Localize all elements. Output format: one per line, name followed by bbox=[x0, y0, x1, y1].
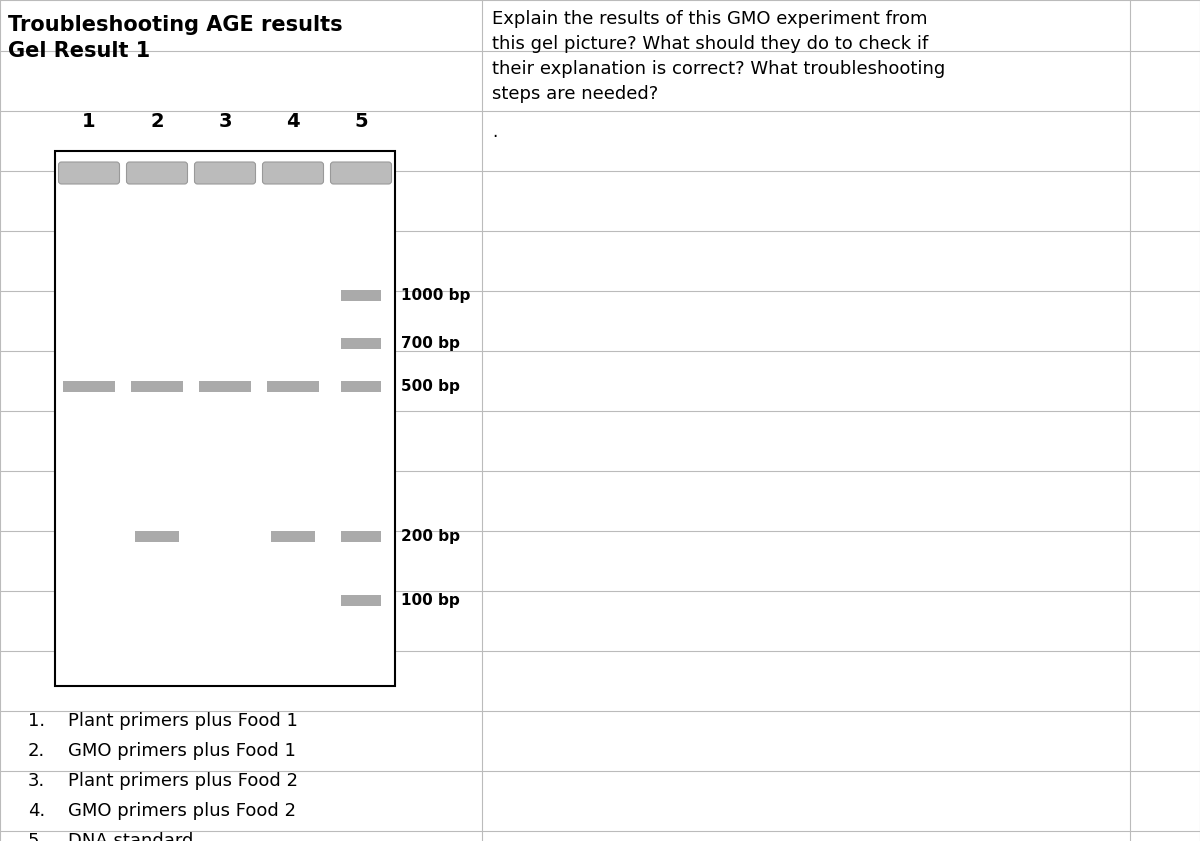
FancyBboxPatch shape bbox=[126, 162, 187, 184]
Text: GMO primers plus Food 1: GMO primers plus Food 1 bbox=[68, 742, 296, 760]
Text: 4: 4 bbox=[286, 112, 300, 130]
Bar bbox=[341, 531, 382, 542]
Bar bbox=[131, 381, 182, 392]
Text: 5: 5 bbox=[354, 112, 368, 130]
Text: 5.: 5. bbox=[28, 832, 46, 841]
Bar bbox=[341, 381, 382, 392]
Text: 3: 3 bbox=[218, 112, 232, 130]
FancyBboxPatch shape bbox=[59, 162, 120, 184]
Text: 700 bp: 700 bp bbox=[401, 336, 460, 351]
Text: 4.: 4. bbox=[28, 802, 46, 820]
Text: Plant primers plus Food 1: Plant primers plus Food 1 bbox=[68, 712, 298, 730]
Bar bbox=[341, 338, 382, 349]
Bar bbox=[341, 595, 382, 606]
Text: 500 bp: 500 bp bbox=[401, 379, 460, 394]
Bar bbox=[266, 381, 319, 392]
Text: DNA standard: DNA standard bbox=[68, 832, 193, 841]
Bar bbox=[271, 531, 314, 542]
Text: GMO primers plus Food 2: GMO primers plus Food 2 bbox=[68, 802, 296, 820]
FancyBboxPatch shape bbox=[330, 162, 391, 184]
Text: 1000 bp: 1000 bp bbox=[401, 288, 470, 303]
Text: 1.: 1. bbox=[28, 712, 46, 730]
Bar bbox=[55, 151, 395, 686]
Text: Explain the results of this GMO experiment from
this gel picture? What should th: Explain the results of this GMO experime… bbox=[492, 10, 946, 103]
Text: 100 bp: 100 bp bbox=[401, 593, 460, 608]
Text: 1: 1 bbox=[82, 112, 96, 130]
Bar bbox=[134, 531, 179, 542]
Text: 3.: 3. bbox=[28, 772, 46, 790]
FancyBboxPatch shape bbox=[263, 162, 324, 184]
Text: .: . bbox=[492, 123, 497, 141]
Bar bbox=[64, 381, 115, 392]
Text: Plant primers plus Food 2: Plant primers plus Food 2 bbox=[68, 772, 298, 790]
Text: 200 bp: 200 bp bbox=[401, 529, 460, 543]
Text: Gel Result 1: Gel Result 1 bbox=[8, 41, 150, 61]
Bar bbox=[341, 290, 382, 301]
Text: 2: 2 bbox=[150, 112, 164, 130]
Text: Troubleshooting AGE results: Troubleshooting AGE results bbox=[8, 15, 343, 35]
Text: 2.: 2. bbox=[28, 742, 46, 760]
Bar bbox=[199, 381, 251, 392]
FancyBboxPatch shape bbox=[194, 162, 256, 184]
